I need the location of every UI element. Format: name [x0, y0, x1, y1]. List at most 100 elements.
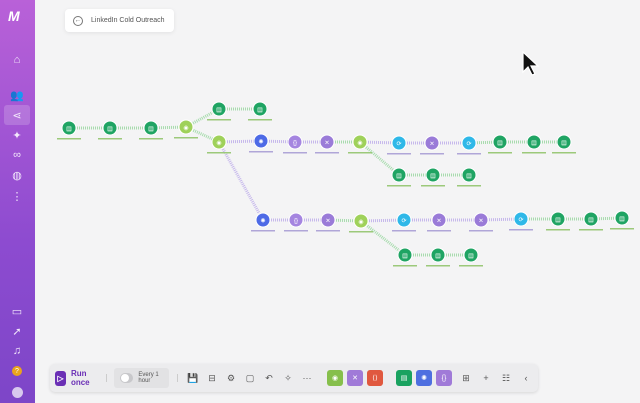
http-icon: ⟳: [401, 219, 406, 225]
sheets-icon: ▤: [430, 174, 436, 180]
module-http[interactable]: ⟳: [509, 211, 533, 231]
back-arrow-icon[interactable]: ←: [73, 15, 83, 26]
module-label: [249, 151, 273, 153]
module-label: [349, 231, 373, 233]
module-label: [315, 152, 339, 154]
sidebar-item-whats-new[interactable]: ➚: [12, 325, 22, 338]
module-tools[interactable]: ✕: [316, 212, 340, 232]
sidebar-item-connections[interactable]: ∞: [13, 149, 21, 161]
module-sheets[interactable]: ▤: [139, 120, 163, 140]
module-sheets[interactable]: ▤: [387, 167, 411, 187]
scenario-title[interactable]: LinkedIn Cold Outreach: [91, 17, 165, 24]
module-router[interactable]: ◉: [207, 134, 231, 154]
connection-line[interactable]: [360, 219, 406, 257]
module-router[interactable]: ◉: [348, 134, 372, 154]
toolbar-extra-0-button[interactable]: ⊞: [462, 372, 470, 383]
module-tools[interactable]: ✕: [469, 212, 493, 232]
connection-line[interactable]: [217, 141, 265, 221]
sidebar: M ⌂ 👥 ⋖ ✦ ∞ ◍ ⋮ ▭ ➚ ♫?: [0, 0, 35, 403]
module-sheets[interactable]: ▤: [552, 134, 576, 154]
module-json[interactable]: {}: [283, 134, 307, 154]
module-label: [509, 229, 533, 231]
toolbar-tool-0-button[interactable]: 💾: [187, 372, 199, 383]
module-label: [283, 152, 307, 154]
connection-line[interactable]: [327, 218, 362, 223]
mouse-cursor-icon: [522, 50, 540, 76]
toolbar-extra-1-button[interactable]: +: [483, 373, 489, 383]
tools-icon: ✕: [325, 219, 330, 225]
sidebar-item-help[interactable]: ?: [4, 361, 30, 381]
module-tools[interactable]: ✕: [420, 135, 444, 155]
module-sheets[interactable]: ▤: [98, 120, 122, 140]
sidebar-item-profile[interactable]: [4, 382, 30, 402]
module-sheets[interactable]: ▤: [457, 167, 481, 187]
make-logo: M: [8, 8, 20, 24]
sheets-icon: ▤: [619, 217, 625, 223]
module-tools[interactable]: ✕: [427, 212, 451, 232]
toolbar-tool-2-button[interactable]: ⚙: [226, 372, 236, 383]
tools-icon: ✕: [478, 219, 483, 225]
toolbar-extra-2-button[interactable]: ☷: [501, 372, 511, 383]
toolbar-module2-2-button[interactable]: {}: [436, 370, 452, 386]
json-icon: {}: [293, 141, 297, 147]
sidebar-item-templates[interactable]: ✦: [12, 129, 22, 142]
module-label: [457, 185, 481, 187]
module-sheets[interactable]: ▤: [426, 247, 450, 267]
module-sheets[interactable]: ▤: [522, 134, 546, 154]
sidebar-item-scenarios[interactable]: ⋖: [4, 105, 30, 125]
module-label: [522, 152, 546, 154]
toggle-switch[interactable]: [120, 373, 134, 383]
module-sheets[interactable]: ▤: [248, 101, 272, 121]
module-label: [251, 230, 275, 232]
module-label: [207, 119, 231, 121]
scenario-canvas[interactable]: ▤ ▤ ▤ ◉ ▤ ▤ ◉ ✺{} ✕ ◉ ⟳ ✕ ⟳ ▤ ▤ ▤ ▤ ▤ ▤ ✺{} ✕ ◉ ⟳ ✕ ✕ ⟳ ▤ ▤ ▤ ▤ ▤ ▤: [35, 0, 640, 403]
connection-line[interactable]: [359, 140, 400, 177]
sidebar-item-docs[interactable]: ▭: [11, 305, 23, 318]
module-http[interactable]: ⟳: [392, 212, 416, 232]
module-openai[interactable]: ✺: [251, 212, 275, 232]
sheets-icon: ▤: [561, 141, 567, 147]
module-label: [459, 265, 483, 267]
sidebar-item-team[interactable]: 👥: [10, 89, 24, 102]
toolbar-module2-1-button[interactable]: ✺: [416, 370, 432, 386]
run-once-button[interactable]: ▷ Run once: [55, 369, 98, 387]
module-http[interactable]: ⟳: [457, 135, 481, 155]
module-sheets[interactable]: ▤: [393, 247, 417, 267]
toolbar-module2-0-button[interactable]: ▤: [396, 370, 412, 386]
sidebar-item-webhooks[interactable]: ◍: [12, 169, 22, 182]
sidebar-item-home[interactable]: ⌂: [13, 54, 21, 66]
toolbar-module-2-button[interactable]: ⟨⟩: [367, 370, 383, 386]
module-label: [426, 265, 450, 267]
module-router[interactable]: ◉: [174, 119, 198, 139]
module-sheets[interactable]: ▤: [57, 120, 81, 140]
module-label: [546, 229, 570, 231]
module-sheets[interactable]: ▤: [546, 211, 570, 231]
sidebar-item-notifications[interactable]: ♫: [12, 345, 22, 357]
toolbar-tool-1-button[interactable]: ⊟: [208, 372, 216, 383]
divider: [105, 374, 107, 382]
module-router[interactable]: ◉: [349, 213, 373, 233]
sidebar-item-more[interactable]: ⋮: [11, 190, 23, 203]
module-sheets[interactable]: ▤: [579, 211, 603, 231]
module-sheets[interactable]: ▤: [421, 167, 445, 187]
module-http[interactable]: ⟳: [387, 135, 411, 155]
toolbar-tool-3-button[interactable]: ▢: [245, 372, 255, 383]
module-sheets[interactable]: ▤: [610, 210, 634, 230]
sheets-icon: ▤: [396, 174, 402, 180]
toolbar-tool-5-button[interactable]: ✧: [284, 372, 292, 383]
module-json[interactable]: {}: [284, 212, 308, 232]
module-sheets[interactable]: ▤: [459, 247, 483, 267]
toolbar-module-1-button[interactable]: ✕: [347, 370, 363, 386]
module-sheets[interactable]: ▤: [488, 134, 512, 154]
schedule-toggle[interactable]: Every 1 hour: [114, 368, 170, 388]
toolbar-tool-6-button[interactable]: ···: [302, 373, 312, 383]
toolbar-module-0-button[interactable]: ◉: [327, 370, 343, 386]
sheets-icon: ▤: [531, 141, 537, 147]
toolbar-tool-4-button[interactable]: ↶: [265, 372, 273, 383]
module-tools[interactable]: ✕: [315, 134, 339, 154]
toolbar-extra-3-button[interactable]: ‹: [524, 373, 528, 383]
sheets-icon: ▤: [148, 127, 154, 133]
module-label: [207, 152, 231, 154]
module-sheets[interactable]: ▤: [207, 101, 231, 121]
module-openai[interactable]: ✺: [249, 133, 273, 153]
